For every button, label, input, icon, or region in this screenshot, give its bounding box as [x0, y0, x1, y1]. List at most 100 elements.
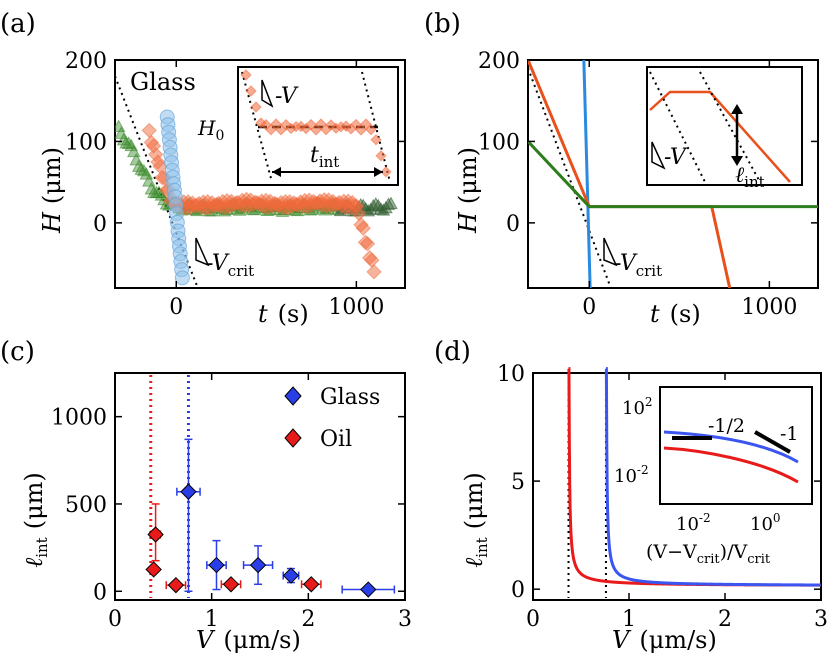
panel-a: 0 1000 0 100 200 Glass -Vcrit t (s) H(μm) -V …: [38, 49, 406, 328]
panel-a-inset-orange-point: [250, 101, 262, 113]
panel-b-vcrit-dotted-line: [528, 67, 612, 288]
panel-a-title: Glass: [130, 68, 196, 96]
panel-c-glass-point: [282, 567, 300, 584]
panel-b-ytick-label: 100: [478, 130, 520, 155]
panel-c-ylabel: ℓint(μm): [20, 472, 51, 568]
panel-c-ytick-label: 1000: [51, 406, 107, 431]
panel-a-inset-orange-point: [370, 134, 382, 146]
panel-b-inset-dotted-1: [649, 71, 706, 183]
panel-c-xtick-label: 2: [301, 607, 315, 632]
panel-d-inset-frame: [659, 386, 813, 505]
panel-d-inset-slope-bar-2: [754, 430, 791, 454]
panel-a-inset-ylabel: H0: [197, 116, 224, 144]
panel-d-frame: [532, 372, 822, 601]
panel-a-vcrit-dotted-line: [115, 75, 199, 288]
panel-d-ytick-label: 0: [511, 578, 525, 603]
panel-d-xtick-label: 3: [814, 607, 828, 632]
panel-a-inset-orange-point: [270, 118, 282, 130]
legend-oil-marker: [284, 428, 302, 448]
panel-d-xtick-label: 2: [718, 607, 732, 632]
panel-d-ticks: 0 1 2 3 0 5 10: [497, 362, 828, 632]
panel-label-c: (c): [0, 337, 35, 367]
panel-b-inset-slope-label: -V: [664, 145, 688, 170]
panel-b-xtick-label: 1000: [741, 295, 797, 320]
panel-b-blue-line: [582, 60, 592, 288]
panel-b-frame: [527, 59, 819, 289]
panel-b-inset-slope-triangle-icon: [651, 141, 666, 170]
panel-a-inset-orange-point: [240, 69, 252, 81]
panel-b-inset-orange-line: [649, 90, 791, 183]
panel-c-ytick-label: 0: [93, 580, 107, 605]
panel-d-ytick-label: 5: [511, 470, 525, 495]
panel-a-ytick-label: 100: [65, 130, 107, 155]
panel-a-orange-point: [366, 264, 382, 280]
panel-c-glass-point: [180, 483, 197, 500]
panel-a-inset-orange-point: [245, 85, 257, 97]
panel-a-green-point: [384, 196, 398, 210]
panel-a-inset-orange-point: [315, 118, 327, 130]
panel-a-orange-point: [141, 122, 157, 139]
panel-d-xlabel: V (μm/s): [612, 626, 717, 654]
panel-b-slope-triangle-icon: [603, 237, 618, 267]
panel-d-inset-xlabel: (V−Vcrit)/Vcrit: [646, 541, 771, 567]
panel-a-xtick-label: 1000: [328, 295, 384, 320]
panel-c-xlabel: V (μm/s): [196, 626, 301, 654]
panel-d-inset-blue-curve: [663, 430, 799, 464]
panel-a-orange-point: [145, 138, 162, 154]
panel-a-slope-triangle-icon: [195, 237, 210, 267]
panel-d-inset-slope-label-1: -1/2: [708, 415, 745, 437]
panel-a-orange-point: [351, 205, 367, 222]
panel-c-oil-point: [167, 576, 185, 594]
panel-a-inset-orange-point: [365, 123, 377, 136]
panel-a-slope-label: -Vcrit: [206, 251, 254, 280]
panel-c-oil-point: [145, 561, 162, 578]
panel-d-ylabel: ℓint(μm): [460, 472, 491, 568]
panel-b-marks: [528, 60, 818, 288]
panel-a-ytick-label: 200: [65, 49, 107, 74]
panel-d-xtick-label: 0: [526, 607, 540, 632]
panel-a-inset: -V H0 tint: [197, 66, 399, 186]
panel-c-xtick-label: 3: [398, 607, 412, 632]
legend-glass-marker: [284, 386, 302, 406]
panel-b-xlabel: t (s): [650, 300, 701, 328]
panel-c-frame: [114, 372, 406, 601]
panel-d-blue-curve: [604, 367, 821, 587]
panel-d-inset-ytick-1: 102: [622, 395, 653, 419]
panel-label-d: (d): [434, 337, 471, 367]
panel-b-xtick-label: 0: [582, 295, 596, 320]
legend-oil-label: Oil: [320, 427, 352, 452]
panel-a-inset-orange-point: [380, 166, 392, 178]
panel-a-blue-point: [174, 270, 190, 286]
panel-a-inset-orange-point: [375, 150, 387, 162]
panel-a-inset-dotted-right: [361, 71, 391, 183]
panel-d-ytick-label: 10: [497, 362, 525, 387]
panel-b-green-line: [528, 140, 818, 209]
panel-a-ytick-label: 0: [93, 212, 107, 237]
panel-b-slope-label: -Vcrit: [614, 251, 662, 280]
panel-a-orange-point: [364, 252, 380, 268]
panel-c-legend: Glass Oil: [284, 385, 380, 452]
panel-c: 0 1 2 3 0 500 1000 Glass Oil V (μm/s) ℓint(μm): [20, 372, 412, 654]
panel-c-glass-point: [249, 556, 267, 574]
panel-b-ytick-label: 0: [506, 212, 520, 237]
panel-a-green-point: [136, 163, 151, 177]
panel-c-xtick-label: 1: [205, 607, 219, 632]
panel-a-green-point: [121, 136, 136, 149]
panel-d-marks: [567, 367, 821, 598]
panel-c-glass-point: [208, 556, 225, 574]
panel-d-inset-slope-label-2: -1: [780, 423, 799, 445]
panel-c-marks: [145, 375, 396, 598]
panel-b-inset: -V ℓint: [646, 66, 803, 191]
panel-a-frame: [114, 59, 406, 289]
panel-d: 0 1 2 3 0 5 10 V (μm/s) ℓint(μm) -1/2 -1 102 10…: [460, 362, 828, 654]
panel-d-xtick-label: 1: [622, 607, 636, 632]
legend-glass-label: Glass: [320, 385, 380, 410]
panel-a-marks: [115, 75, 398, 288]
panel-c-oil-point: [303, 576, 320, 593]
panel-a-orange-point: [359, 236, 376, 252]
panel-a-inset-marks: [240, 69, 392, 178]
panel-label-a: (a): [0, 9, 36, 39]
panel-b-ylabel: H(μm): [454, 147, 482, 234]
panel-a-inset-slope-label: -V: [275, 84, 299, 109]
